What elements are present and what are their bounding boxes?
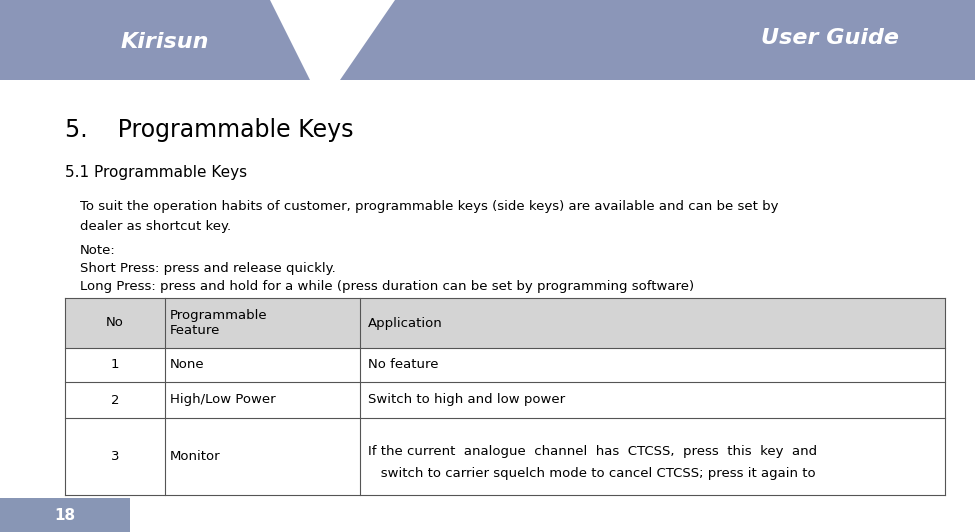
- Text: dealer as shortcut key.: dealer as shortcut key.: [80, 220, 231, 233]
- Text: 2: 2: [111, 394, 119, 406]
- Polygon shape: [340, 0, 975, 80]
- Text: None: None: [170, 359, 205, 371]
- Text: To suit the operation habits of customer, programmable keys (side keys) are avai: To suit the operation habits of customer…: [80, 200, 778, 213]
- Text: Monitor: Monitor: [170, 450, 220, 463]
- Text: 1: 1: [111, 359, 119, 371]
- Text: 5.    Programmable Keys: 5. Programmable Keys: [65, 118, 354, 142]
- Bar: [0, 498, 130, 532]
- Text: No: No: [106, 317, 124, 329]
- Text: 3: 3: [111, 450, 119, 463]
- Text: No feature: No feature: [368, 359, 439, 371]
- Text: If the current  analogue  channel  has  CTCSS,  press  this  key  and
   switch : If the current analogue channel has CTCS…: [368, 445, 817, 479]
- Polygon shape: [0, 0, 310, 80]
- Text: Note:: Note:: [80, 244, 116, 257]
- Text: 18: 18: [55, 508, 76, 522]
- Text: Kirisun: Kirisun: [121, 32, 210, 52]
- Text: High/Low Power: High/Low Power: [170, 394, 276, 406]
- Text: Short Press: press and release quickly.: Short Press: press and release quickly.: [80, 262, 335, 275]
- Bar: [65, 298, 945, 348]
- Text: 5.1 Programmable Keys: 5.1 Programmable Keys: [65, 165, 247, 180]
- Text: Application: Application: [368, 317, 443, 329]
- Text: User Guide: User Guide: [761, 28, 899, 48]
- Text: Programmable
Feature: Programmable Feature: [170, 309, 267, 337]
- Text: Switch to high and low power: Switch to high and low power: [368, 394, 566, 406]
- Text: Long Press: press and hold for a while (press duration can be set by programming: Long Press: press and hold for a while (…: [80, 280, 694, 293]
